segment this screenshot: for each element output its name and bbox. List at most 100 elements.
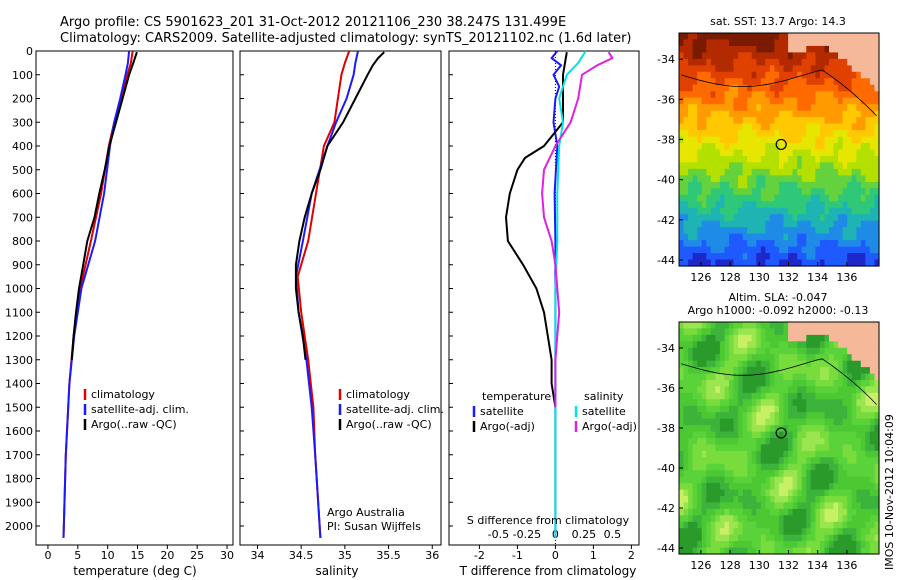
map-cell [738, 470, 744, 478]
map-cell [833, 117, 839, 125]
map-cell [874, 496, 880, 503]
map-cell [788, 84, 794, 92]
map-cell [733, 438, 739, 445]
map-cell [838, 483, 844, 491]
map-cell [801, 399, 807, 407]
map-cell [856, 418, 862, 426]
map-cell [756, 175, 762, 183]
map-cell [851, 341, 857, 349]
map-cell [697, 380, 703, 387]
map-cell [856, 136, 862, 144]
map-cell [783, 476, 789, 484]
map-cell [792, 508, 798, 516]
map-cell [688, 444, 694, 452]
map-cell [865, 367, 871, 375]
map-cell [874, 502, 880, 510]
map-cell [715, 322, 721, 329]
legend-label: climatology [346, 388, 410, 401]
map-cell [779, 143, 785, 151]
map-cell [765, 253, 771, 261]
map-cell [742, 399, 748, 407]
map-cell [860, 367, 866, 375]
map-cell [765, 220, 771, 228]
map-cell [847, 58, 853, 66]
map-cell [865, 253, 871, 261]
map-cell [683, 104, 689, 112]
map-cell [819, 207, 825, 215]
map-cell [851, 534, 857, 542]
map-cell [710, 130, 716, 138]
map-cell [710, 52, 716, 60]
map-cell [738, 450, 744, 458]
map-cell [688, 240, 694, 248]
map-cell [733, 214, 739, 222]
map-cell [719, 367, 725, 375]
map-cell [747, 360, 753, 368]
y-tick-label: -36 [657, 93, 675, 106]
map-cell [829, 444, 835, 452]
map-cell [751, 380, 757, 387]
map-cell [751, 240, 757, 248]
map-cell [729, 431, 735, 439]
map-cell [715, 534, 721, 542]
map-cell [724, 392, 730, 400]
map-cell [869, 227, 875, 235]
map-cell [815, 470, 821, 478]
map-cell [797, 39, 803, 47]
map-cell [856, 508, 862, 516]
map-cell [729, 33, 735, 41]
map-cell [751, 84, 757, 92]
map-cell [819, 136, 825, 144]
map-cell [751, 515, 757, 523]
map-cell [733, 399, 739, 407]
map-cell [774, 246, 780, 254]
map-cell [710, 156, 716, 164]
map-cell [856, 347, 862, 355]
map-cell [679, 194, 685, 202]
map-cell [679, 483, 685, 491]
map-cell [765, 334, 771, 342]
map-cell [774, 412, 780, 420]
map-cell [760, 207, 766, 215]
map-cell [856, 156, 862, 164]
map-cell [842, 58, 848, 66]
map-cell [692, 188, 698, 196]
map-cell [856, 33, 862, 41]
map-cell [765, 521, 771, 529]
map-cell [801, 175, 807, 183]
map-cell [833, 240, 839, 248]
map-cell [824, 65, 830, 73]
map-cell [801, 521, 807, 529]
map-cell [788, 104, 794, 112]
map-cell [747, 322, 753, 329]
map-cell [851, 181, 857, 189]
map-cell [801, 143, 807, 151]
map-cell [701, 405, 707, 413]
map-cell [760, 181, 766, 189]
map-cell [815, 483, 821, 491]
map-cell [769, 110, 775, 118]
map-cell [824, 91, 830, 99]
map-cell [710, 168, 716, 176]
map-cell [701, 515, 707, 523]
map-cell [792, 534, 798, 542]
map-cell [860, 496, 866, 503]
map-cell [783, 104, 789, 112]
map-cell [865, 476, 871, 484]
imos-timestamp: IMOS 10-Nov-2012 10:04:09 [883, 414, 896, 570]
map-cell [865, 168, 871, 176]
map-cell [719, 181, 725, 189]
map-cell [774, 259, 780, 267]
map-cell [810, 259, 816, 267]
map-cell [774, 33, 780, 41]
map-cell [733, 347, 739, 355]
map-cell [751, 168, 757, 176]
map-cell [760, 143, 766, 151]
map-cell [847, 438, 853, 445]
map-cell [801, 97, 807, 105]
map-cell [697, 227, 703, 235]
map-cell [819, 194, 825, 202]
map-cell [829, 470, 835, 478]
map-cell [824, 328, 830, 336]
map-cell [810, 194, 816, 202]
